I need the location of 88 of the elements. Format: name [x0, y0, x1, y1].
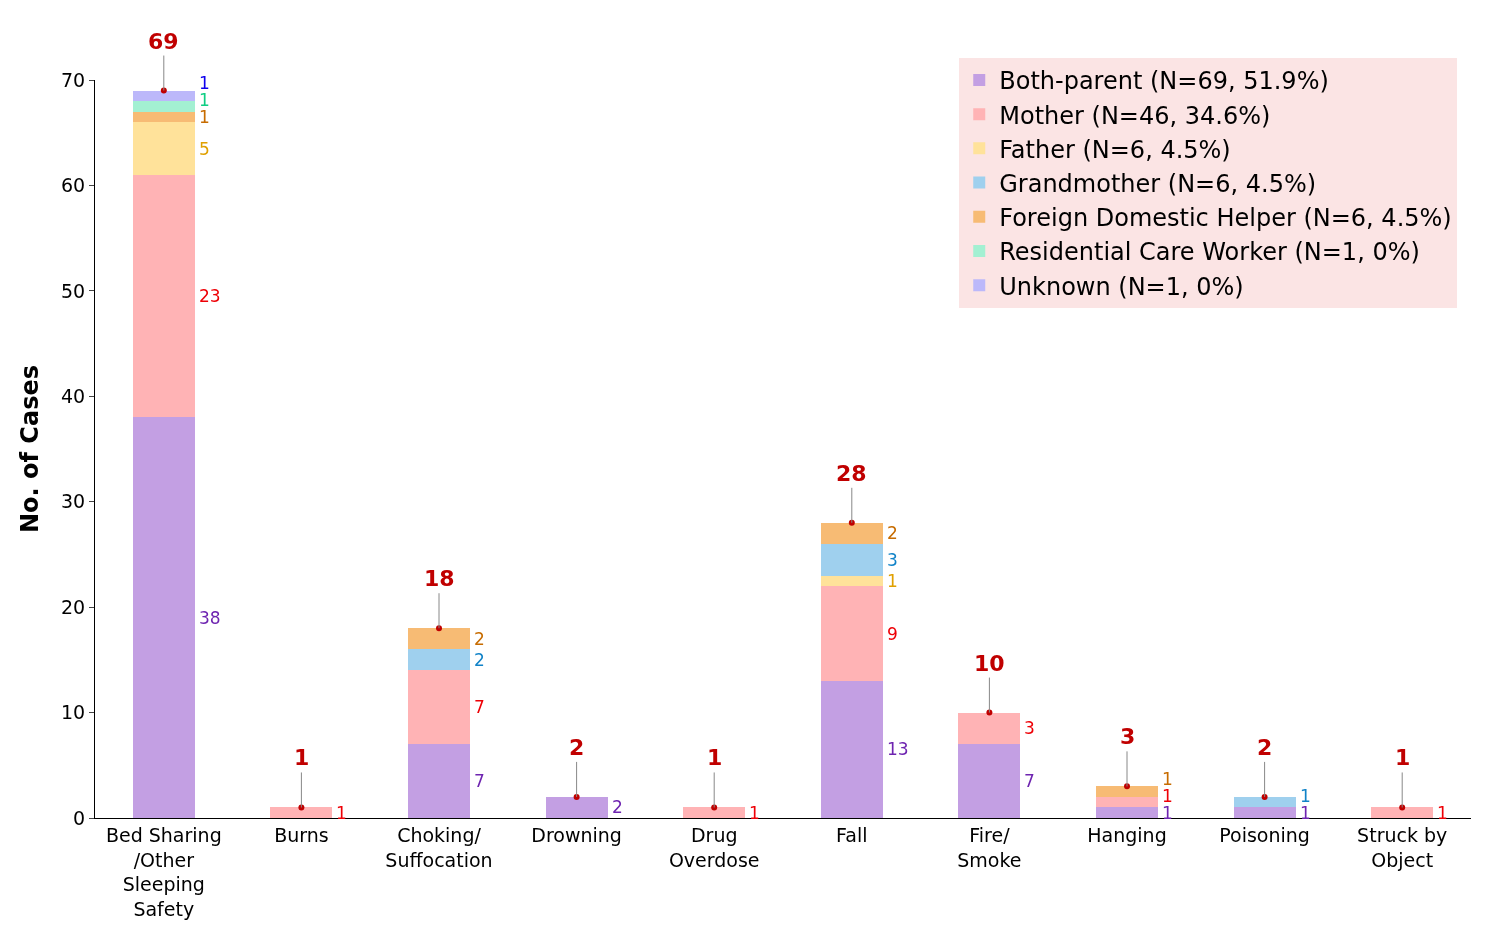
x-tick-label: Poisoning	[1219, 823, 1310, 846]
total-label: 18	[424, 566, 455, 591]
bar	[545, 796, 608, 818]
x-tick-label: Choking/ Suffocation	[385, 823, 493, 871]
bar	[820, 522, 883, 544]
total-label: 1	[1437, 803, 1448, 823]
bar	[408, 744, 470, 818]
bar	[683, 807, 746, 818]
total-label: 2	[612, 797, 623, 817]
bar	[958, 744, 1021, 818]
bar	[408, 670, 470, 745]
data-label: 13	[887, 739, 909, 759]
legend-label: Both-parent (N=69, 51.9%)	[999, 67, 1329, 96]
data-label: 5	[199, 139, 210, 159]
data-label: 1	[1162, 769, 1173, 789]
legend-label: Unknown (N=1, 0%)	[999, 272, 1244, 301]
data-label: 38	[199, 608, 221, 628]
total-label: 28	[836, 461, 867, 486]
bar	[408, 628, 470, 650]
bar	[132, 111, 195, 123]
legend-label: Residential Care Worker (N=1, 0%)	[999, 238, 1420, 267]
bar	[1233, 796, 1296, 808]
x-tick-label: Fire/ Smoke	[957, 823, 1022, 871]
bar	[1096, 786, 1158, 797]
bar	[958, 712, 1021, 745]
x-tick-label: Struck by Object	[1357, 823, 1448, 871]
data-label: 7	[474, 771, 485, 791]
x-tick-label: Bed Sharing /Other Sleeping Safety	[105, 823, 222, 920]
x-tick-label: Burns	[274, 823, 329, 846]
bar	[270, 807, 333, 818]
y-tick-label: 30	[61, 490, 86, 513]
bar	[1096, 796, 1158, 808]
legend-label: Grandmother (N=6, 4.5%)	[999, 169, 1317, 198]
bar	[132, 122, 195, 175]
data-label: 1	[887, 571, 898, 591]
bar	[1371, 807, 1434, 818]
bar	[1233, 807, 1296, 818]
data-label: 1	[1300, 803, 1311, 823]
bar	[820, 680, 883, 818]
data-label: 1	[294, 745, 310, 770]
data-label: 3	[1024, 718, 1035, 738]
x-tick-label: Fall	[836, 823, 868, 846]
x-tick-label: Hanging	[1087, 823, 1167, 846]
data-label: 1	[199, 107, 210, 127]
data-label: 2	[474, 650, 485, 670]
total-label: 69	[148, 29, 179, 54]
bar	[820, 586, 883, 681]
y-tick-label: 0	[73, 806, 86, 829]
x-tick-label: Drug Overdose	[668, 823, 760, 871]
bar	[820, 575, 883, 587]
bar	[132, 174, 195, 418]
total-label: 1	[336, 803, 347, 823]
total-label: 2	[1257, 735, 1273, 760]
legend-label: Father (N=6, 4.5%)	[999, 135, 1231, 164]
data-label: 1	[1395, 745, 1411, 770]
data-label: 1	[1162, 786, 1173, 806]
data-label: 3	[887, 550, 898, 570]
y-tick-label: 10	[61, 701, 86, 724]
data-label: 23	[199, 286, 221, 306]
data-label: 7	[474, 697, 485, 717]
x-tick-label: Drowning	[531, 823, 622, 846]
bar	[132, 417, 195, 818]
data-label: 9	[887, 624, 898, 644]
data-label: 2	[569, 735, 585, 760]
data-label: 2	[887, 523, 898, 543]
data-label: 1	[1300, 786, 1311, 806]
y-tick-label: 70	[61, 68, 86, 91]
y-axis-title: No. of Cases	[16, 365, 45, 533]
data-label: 1	[1162, 803, 1173, 823]
bar	[1096, 807, 1158, 818]
y-tick-label: 50	[61, 279, 86, 302]
bar	[820, 543, 883, 576]
data-label: 1	[199, 73, 210, 93]
data-label: 1	[707, 745, 723, 770]
bar	[132, 101, 195, 112]
legend-label: Foreign Domestic Helper (N=6, 4.5%)	[999, 204, 1452, 233]
data-label: 7	[1024, 771, 1035, 791]
bar	[132, 90, 195, 102]
data-label: 1	[199, 90, 210, 110]
y-tick-label: 20	[61, 595, 86, 618]
y-tick-label: 40	[61, 384, 86, 407]
total-label: 10	[974, 651, 1005, 676]
data-label: 2	[474, 629, 485, 649]
total-label: 1	[749, 803, 760, 823]
total-label: 3	[1120, 724, 1136, 749]
legend-label: Mother (N=46, 34.6%)	[999, 101, 1271, 130]
y-tick-label: 60	[61, 174, 86, 197]
bar	[408, 649, 470, 671]
